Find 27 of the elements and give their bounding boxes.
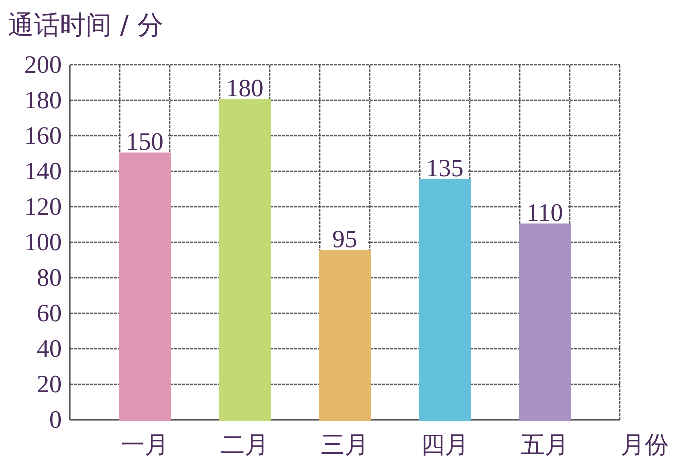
data-label: 135	[426, 155, 464, 182]
y-tick-label: 120	[24, 194, 62, 221]
data-label: 150	[126, 128, 164, 156]
data-label: 180	[226, 76, 264, 102]
y-tick-label: 180	[24, 88, 62, 114]
y-tick-label: 80	[37, 265, 62, 292]
data-label: 95	[332, 226, 358, 254]
x-axis-title: 月份	[621, 431, 669, 459]
bar	[319, 250, 371, 421]
x-tick-label: 一月	[121, 431, 169, 459]
y-axis-title: 通话时间 / 分	[8, 11, 164, 41]
y-tick-label: 60	[37, 300, 62, 328]
bar	[519, 224, 571, 421]
y-tick-label: 160	[24, 123, 62, 150]
bar	[119, 152, 171, 421]
y-tick-label: 100	[24, 230, 62, 256]
y-tick-label: 140	[24, 158, 62, 186]
x-tick-label: 五月	[521, 431, 569, 459]
x-tick-label: 三月	[321, 431, 369, 459]
y-tick-label: 20	[37, 372, 62, 398]
y-tick-label: 0	[50, 407, 62, 434]
x-tick-label: 二月	[221, 431, 269, 459]
y-tick-label: 200	[24, 52, 62, 79]
x-tick-label: 四月	[421, 431, 469, 459]
data-label: 110	[526, 200, 564, 227]
y-tick-label: 40	[37, 336, 62, 363]
bar	[419, 179, 471, 421]
